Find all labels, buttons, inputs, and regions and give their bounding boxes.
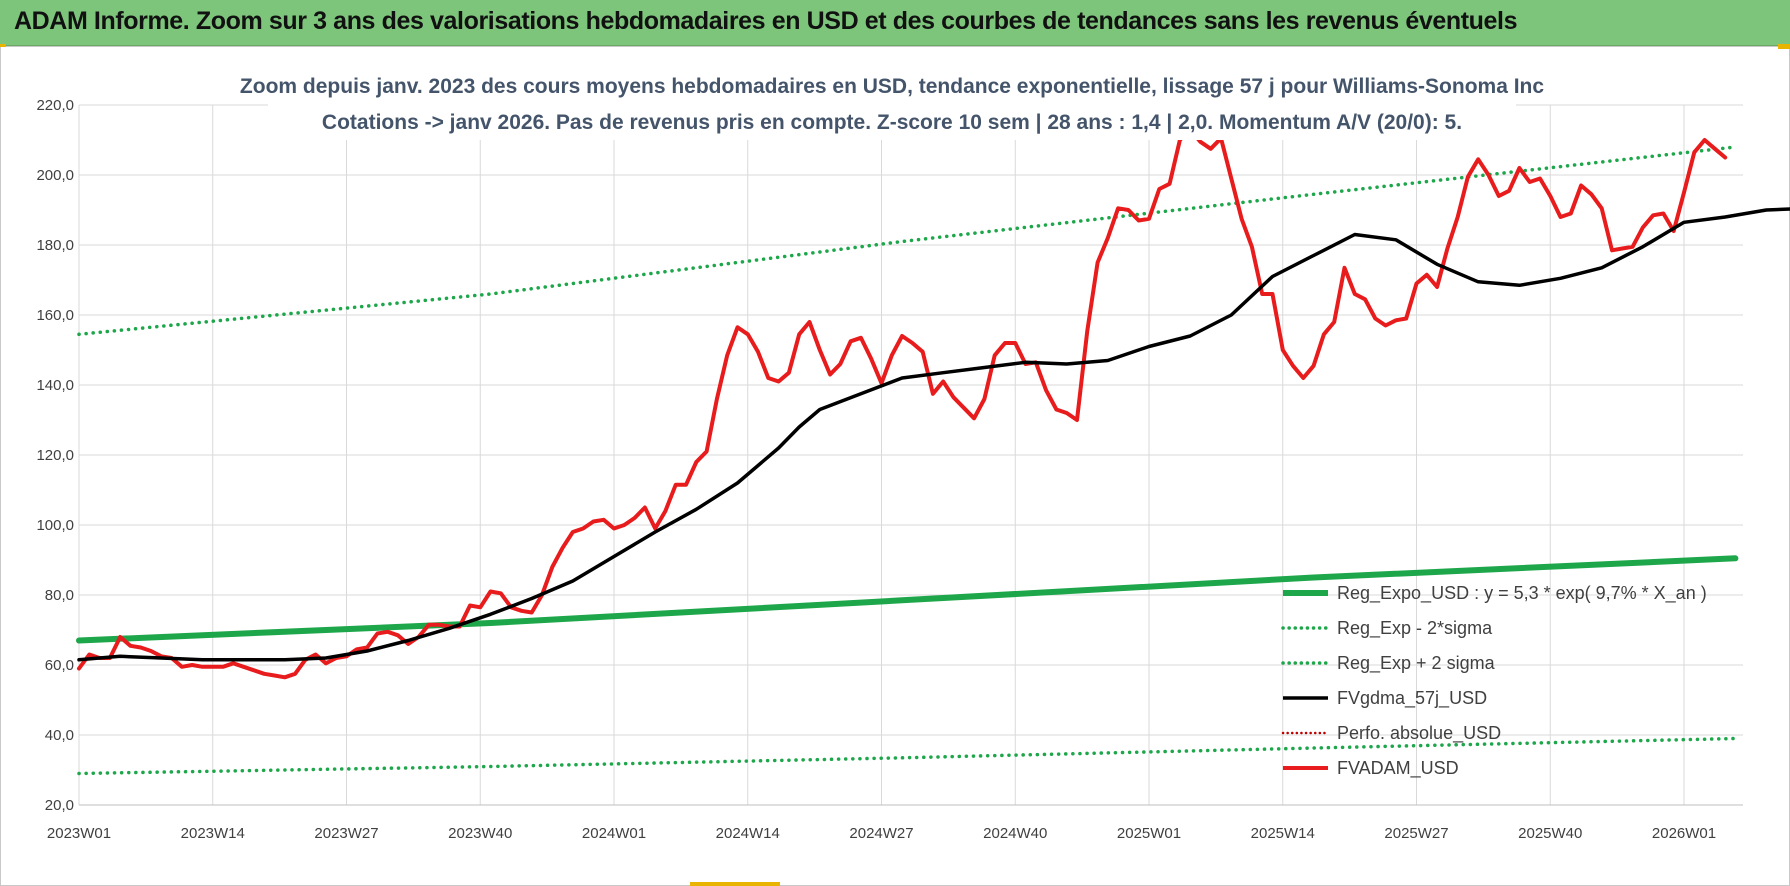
report-title: ADAM Informe. Zoom sur 3 ans des valoris…: [14, 7, 1518, 35]
y-tick-label: 180,0: [36, 237, 74, 254]
y-tick-label: 120,0: [36, 447, 74, 464]
corner-accent-right: [1778, 44, 1790, 49]
chart-subtitle: Zoom depuis janv. 2023 des cours moyens …: [240, 68, 1544, 140]
legend-label: Perfo. absolue_USD: [1337, 723, 1501, 744]
subtitle-backdrop: [268, 68, 1516, 140]
y-tick-label: 80,0: [45, 587, 74, 604]
x-tick-label: 2023W40: [448, 825, 512, 842]
x-tick-label: 2026W01: [1652, 825, 1716, 842]
series-line-3: [77, 207, 1790, 662]
series-line-2: [77, 145, 1738, 337]
legend: Reg_Expo_USD : y = 5,3 * exp( 9,7% * X_a…: [1281, 583, 1707, 779]
report-banner: ADAM Informe. Zoom sur 3 ans des valoris…: [0, 0, 1790, 46]
bottom-accent: [690, 882, 780, 886]
y-tick-label: 220,0: [36, 97, 74, 114]
legend-label: FVADAM_USD: [1337, 758, 1459, 779]
series-layer: [76, 127, 1790, 776]
y-tick-label: 20,0: [45, 797, 74, 814]
legend-label: Reg_Exp + 2 sigma: [1337, 653, 1496, 674]
corner-accent-left: [0, 44, 6, 47]
grid: [78, 104, 1743, 806]
x-tick-label: 2023W14: [181, 825, 245, 842]
x-tick-label: 2025W40: [1518, 825, 1582, 842]
x-tick-label: 2023W01: [47, 825, 111, 842]
legend-label: Reg_Expo_USD : y = 5,3 * exp( 9,7% * X_a…: [1337, 583, 1707, 604]
y-tick-label: 200,0: [36, 167, 74, 184]
y-tick-label: 160,0: [36, 307, 74, 324]
series-line-1: [77, 736, 1738, 776]
y-tick-label: 100,0: [36, 517, 74, 534]
x-tick-label: 2025W14: [1251, 825, 1315, 842]
y-tick-label: 140,0: [36, 377, 74, 394]
x-tick-label: 2024W01: [582, 825, 646, 842]
x-tick-label: 2023W27: [314, 825, 378, 842]
y-tick-label: 40,0: [45, 727, 74, 744]
x-tick-label: 2025W27: [1384, 825, 1448, 842]
x-tick-label: 2025W01: [1117, 825, 1181, 842]
x-tick-label: 2024W40: [983, 825, 1047, 842]
y-tick-label: 60,0: [45, 657, 74, 674]
legend-label: Reg_Exp - 2*sigma: [1337, 618, 1493, 639]
subtitle-line-1: Zoom depuis janv. 2023 des cours moyens …: [240, 75, 1544, 98]
subtitle-line-2: Cotations -> janv 2026. Pas de revenus p…: [322, 111, 1462, 134]
chart-frame: [0, 46, 1790, 886]
legend-label: FVgdma_57j_USD: [1337, 688, 1487, 709]
x-axis-ticks: 2023W01 2023W14 2023W27 2023W40 2024W01 2024W…: [47, 825, 1716, 842]
y-axis-ticks: 20,0 40,0 60,0 80,0 100,0 120,0 140,0 160,0 180,…: [36, 97, 74, 814]
x-tick-label: 2024W14: [716, 825, 780, 842]
series-line-0: [76, 555, 1739, 644]
x-tick-label: 2024W27: [849, 825, 913, 842]
